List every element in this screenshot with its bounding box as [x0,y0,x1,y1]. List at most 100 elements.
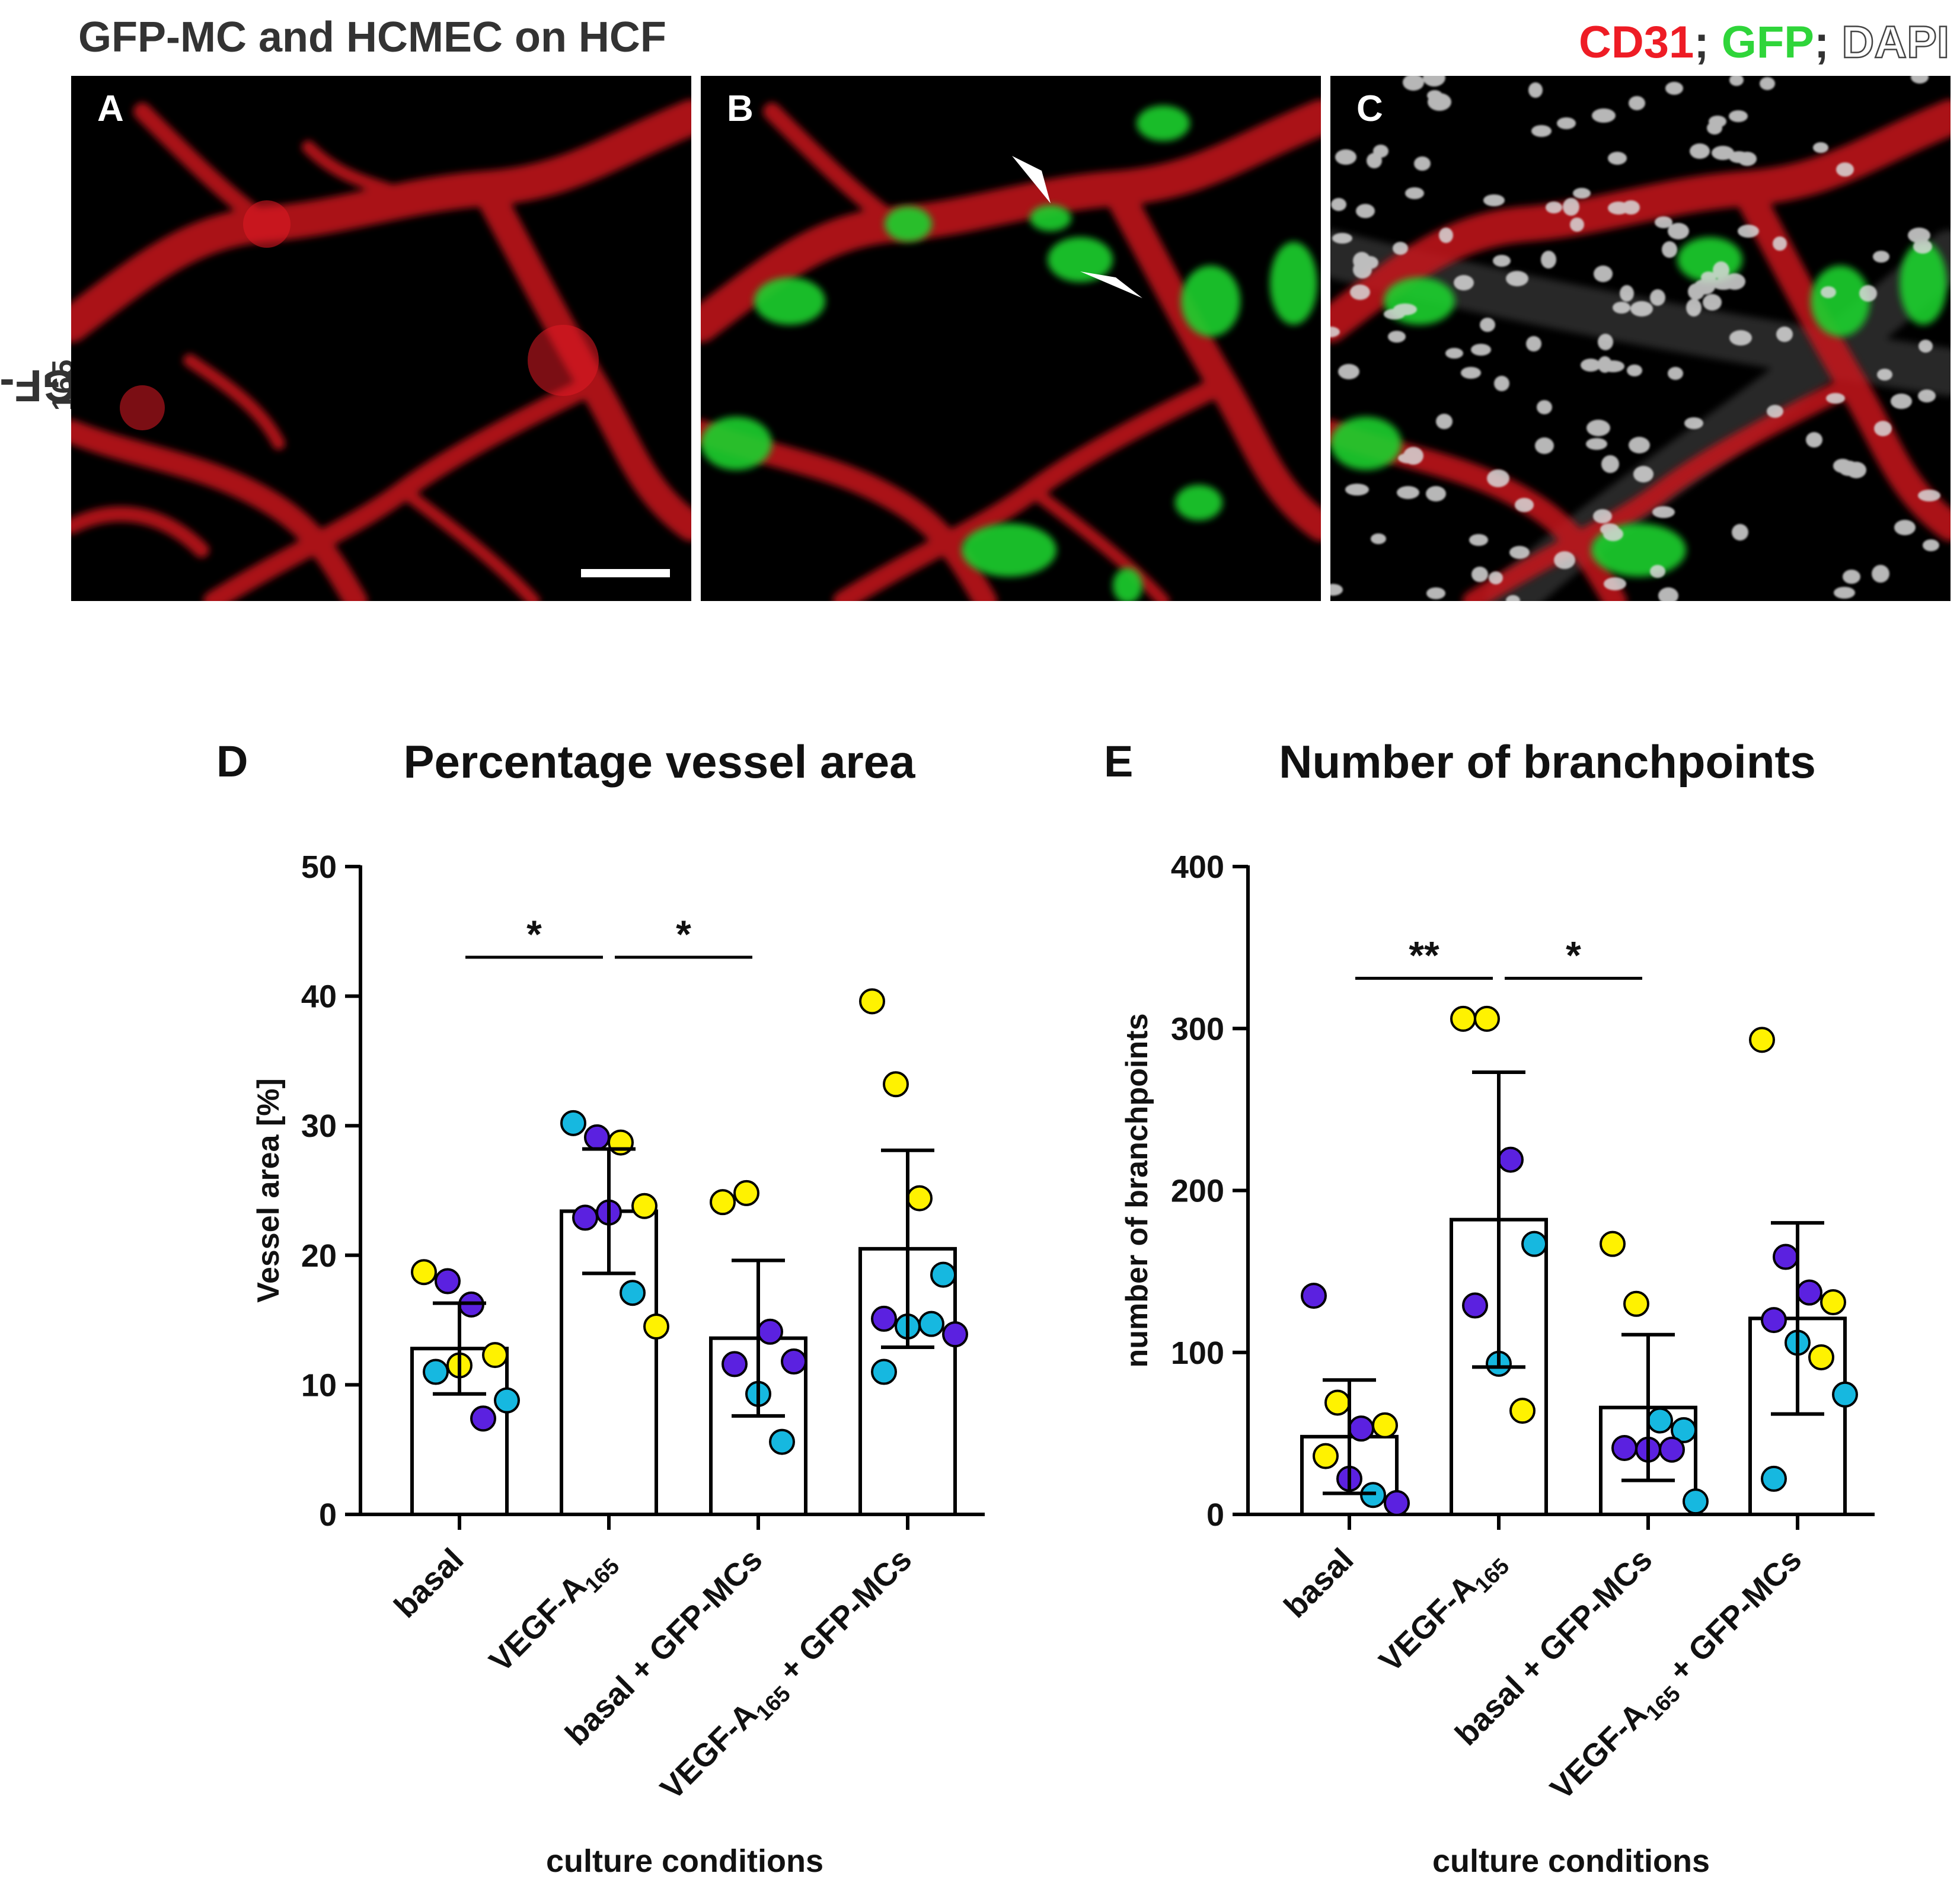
x-category-label: basal [1277,1542,1360,1625]
nucleus-mark [1541,251,1556,269]
nucleus-mark [1913,239,1932,254]
stain-cd31-label: CD31 [1579,17,1694,68]
nucleus-mark [1600,523,1619,535]
nucleus-mark [1729,110,1748,122]
nucleus-mark [1345,484,1369,496]
nucleus-mark [1573,188,1591,199]
x-axis-label: culture conditions [1432,1843,1710,1879]
data-point [482,1342,508,1369]
nucleus-mark [1554,551,1575,569]
y-tick-label: 50 [301,849,337,885]
nucleus-mark [1843,570,1860,584]
nucleus-mark [1469,534,1488,546]
nucleus-mark [1526,336,1541,351]
y-tick-label: 0 [1206,1497,1224,1533]
data-point [871,1359,897,1385]
nucleus-mark [1598,334,1613,350]
nucleus-mark [1570,218,1584,232]
data-point [757,1318,783,1345]
data-point [1659,1436,1685,1463]
nucleus-mark [1652,506,1675,518]
category-main: VEGF-A [654,1696,765,1807]
nucleus-mark [1712,278,1735,290]
data-point [631,1193,657,1219]
nucleus-mark [1873,251,1889,263]
nucleus-mark [1738,225,1759,238]
nucleus-mark [1891,394,1912,409]
data-point [1761,1465,1787,1492]
nucleus-mark [1608,202,1629,215]
nucleus-mark [1403,447,1423,465]
nucleus-mark [1859,285,1877,302]
nucleus-mark [1911,76,1929,84]
stain-separator: ; [1694,17,1709,68]
nucleus-mark [1515,498,1534,512]
nucleus-mark [1506,595,1520,601]
significance-label: * [676,912,691,956]
data-point [435,1268,461,1295]
data-point [1301,1283,1327,1309]
y-tick-label: 40 [301,979,337,1015]
nucleus-mark [1332,233,1352,244]
nucleus-mark [1650,565,1665,578]
nucleus-mark [1690,143,1710,159]
y-tick-label: 300 [1171,1011,1224,1047]
nucleus-mark [1557,117,1576,129]
micrograph-panel-b: B [701,76,1321,601]
data-point [1832,1381,1858,1408]
x-axis-label: culture conditions [546,1843,823,1879]
nucleus-mark [1393,242,1408,255]
nucleus-mark [1620,285,1634,302]
category-main: basal [387,1542,470,1625]
data-point [1683,1488,1709,1515]
nucleus-mark [1668,367,1683,380]
data-point [1808,1344,1834,1370]
nucleus-mark [1729,330,1752,346]
nucleus-mark [1877,369,1892,381]
data-point [942,1321,968,1348]
data-point [608,1129,634,1156]
data-point [1372,1412,1398,1439]
nucleus-mark [1874,421,1892,436]
nucleus-mark [1335,149,1356,165]
category-main: VEGF-A [1544,1696,1655,1807]
nucleus-mark [1918,490,1940,501]
nucleus-mark [1506,271,1528,286]
data-point [1474,1005,1500,1032]
nucleus-mark [1445,348,1463,359]
arrowhead-marker [1080,271,1142,298]
category-rest: + GFP-MCs [1656,1542,1809,1695]
data-point [560,1110,586,1136]
nucleus-mark [1894,520,1916,535]
data-point [1611,1434,1637,1461]
nucleus-mark [1535,437,1554,454]
nucleus-mark [1384,309,1405,319]
data-point [1749,1027,1775,1053]
nucleus-mark [1908,228,1930,243]
nucleus-mark [1732,524,1748,541]
nucleus-mark [1593,509,1612,523]
nucleus-mark [1629,437,1650,453]
nucleus-mark [1604,577,1626,590]
significance-label: ** [1409,934,1439,977]
data-point [1521,1230,1547,1257]
data-point [1462,1292,1488,1319]
significance-label: * [526,912,542,956]
nucleus-mark [1338,364,1359,379]
data-point [871,1305,897,1332]
nucleus-mark [1403,76,1424,91]
micrograph-b-image [701,100,1321,601]
panel-letter-a: A [97,88,124,129]
data-point [423,1359,449,1385]
data-point [1647,1407,1673,1434]
x-category-label: VEGF-A165 + GFP-MCs [1544,1542,1814,1811]
micrograph-panel-c: C [1330,76,1951,601]
nucleus-mark [1586,420,1610,436]
data-point [620,1280,646,1306]
data-point [1450,1005,1476,1032]
data-point [470,1405,496,1432]
nucleus-mark [1703,294,1722,311]
data-point [411,1259,437,1286]
nucleus-mark [1601,455,1619,473]
